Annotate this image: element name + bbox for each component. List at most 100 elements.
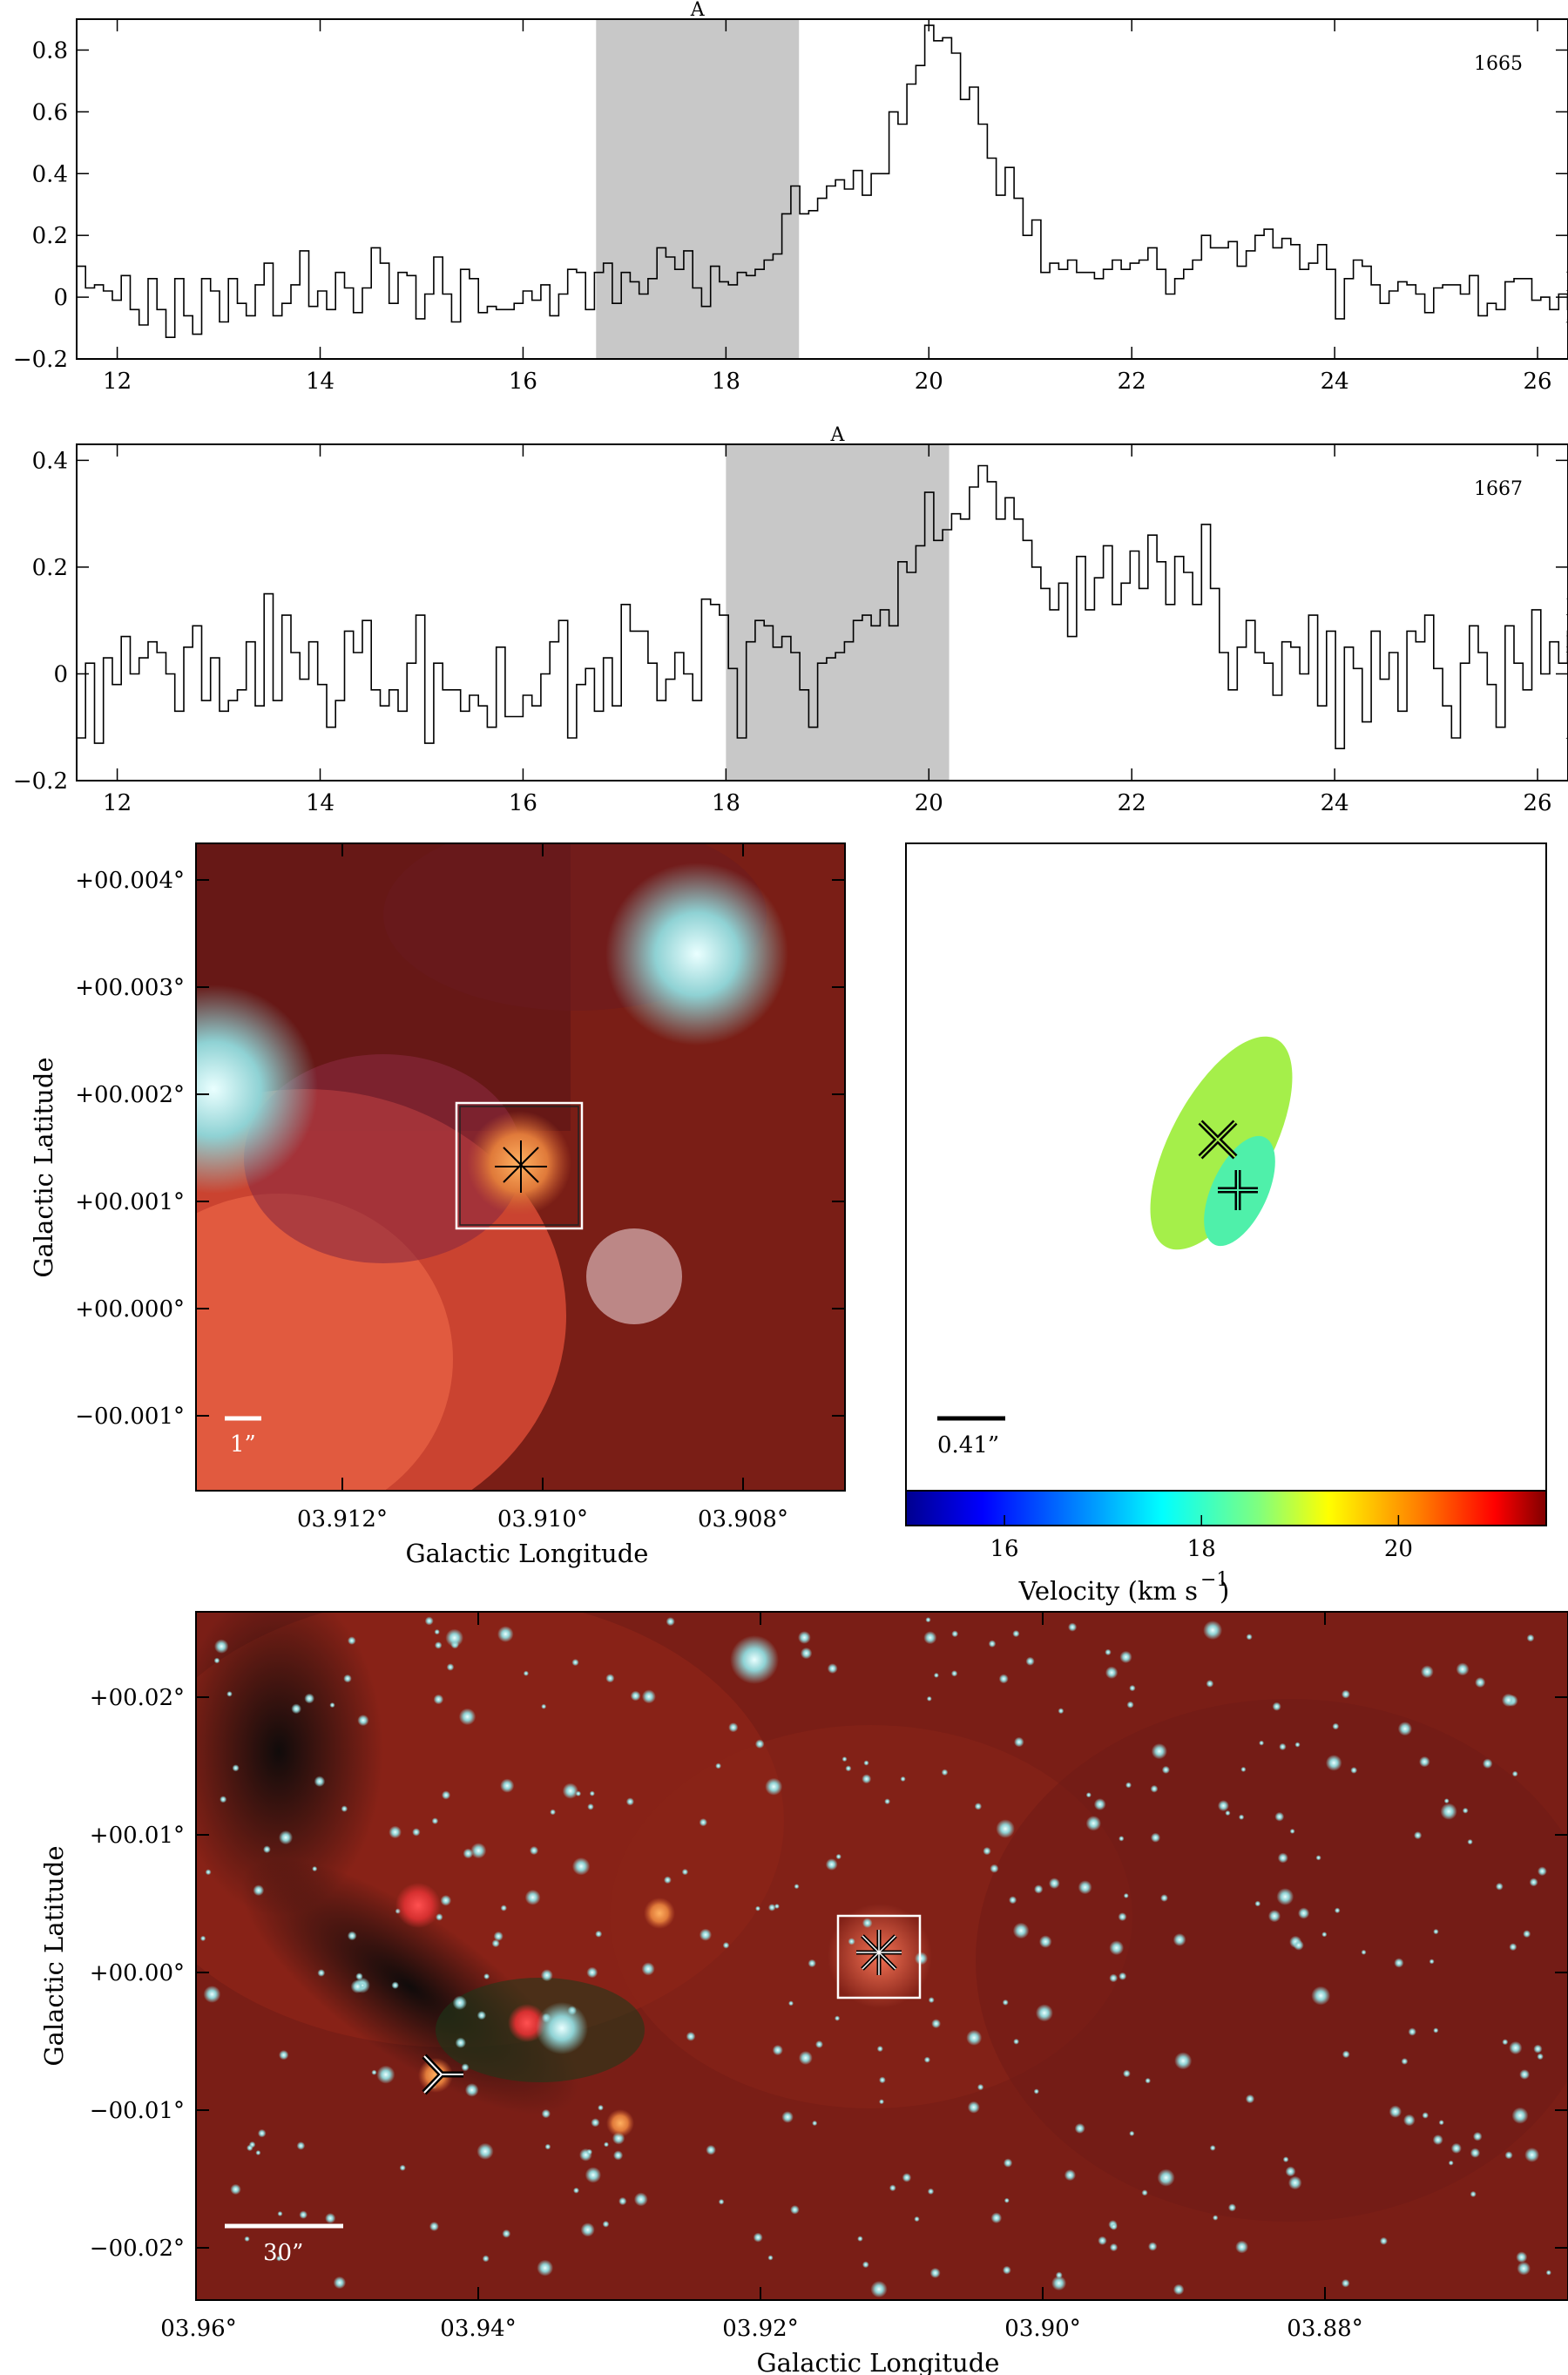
zoom-scale-bar-label: 1” [230, 1431, 256, 1458]
star [863, 1760, 869, 1766]
star [232, 1764, 240, 1772]
star [1213, 2215, 1219, 2221]
transition-label: 1667 [1474, 478, 1523, 500]
star [433, 1694, 444, 1705]
star [1051, 2276, 1067, 2291]
star [1125, 1782, 1132, 1789]
star [580, 2223, 595, 2237]
zoom-target-box [455, 1101, 584, 1230]
star [990, 1864, 999, 1873]
star [279, 2050, 289, 2060]
star [915, 1952, 928, 1966]
x-tick-label: 20 [915, 369, 943, 395]
star [1274, 1811, 1285, 1822]
star [1174, 2052, 1193, 2070]
y-tick-label: 0.2 [32, 223, 68, 249]
star [815, 2040, 823, 2048]
star [925, 1617, 931, 1623]
star [412, 1828, 421, 1837]
y-tick-label: 0 [53, 661, 68, 687]
plot-frame [76, 18, 1568, 360]
star [862, 1774, 872, 1784]
star [500, 1778, 515, 1793]
star [1502, 2039, 1509, 2046]
x-tick-label: 16 [509, 790, 537, 816]
star [928, 1997, 935, 2004]
star [926, 1695, 932, 1702]
star [1098, 2236, 1107, 2245]
star [391, 1981, 400, 1989]
wide-y-tick-label: −00.02° [90, 2236, 185, 2262]
zoom-x-tick-label: 03.910° [497, 1506, 588, 1533]
star [357, 1715, 369, 1727]
star [1009, 1896, 1017, 1905]
maser-scale-bar-label: 0.41” [937, 1432, 999, 1458]
star [1014, 1736, 1024, 1748]
star [537, 2259, 554, 2277]
wide-x-tick-label: 03.92° [722, 2316, 798, 2342]
star [1282, 2156, 1289, 2163]
star [1206, 1680, 1214, 1688]
star [1448, 2160, 1454, 2166]
star [718, 2198, 725, 2205]
star [1433, 1928, 1439, 1935]
star [900, 1776, 906, 1782]
star [1025, 1656, 1035, 1666]
colorbar-tick-label: 20 [1384, 1536, 1413, 1562]
star [1209, 2145, 1216, 2151]
star [1034, 1884, 1044, 1894]
star [827, 1663, 838, 1674]
star [781, 2111, 794, 2123]
star [1432, 2135, 1443, 2145]
x-tick-label: 26 [1524, 369, 1552, 395]
star [1524, 2148, 1539, 2162]
star [1526, 1634, 1535, 1642]
star [458, 1708, 476, 1726]
star [359, 1982, 366, 1989]
star [464, 2083, 479, 2097]
star [347, 1931, 357, 1941]
star [1105, 1648, 1112, 1656]
star [1123, 2069, 1131, 2078]
star [800, 1647, 813, 1660]
wide-x-axis-label: Galactic Longitude [757, 2348, 1000, 2375]
star [1109, 2243, 1119, 2252]
star [1341, 1689, 1350, 1699]
star [618, 2196, 627, 2206]
star [767, 1904, 776, 1912]
star [1433, 2027, 1439, 2033]
star [476, 2011, 487, 2020]
star [974, 1803, 983, 1810]
wide-maser-marker-inner [856, 1930, 902, 1975]
star [1110, 2223, 1118, 2230]
star [841, 1756, 848, 1763]
star [862, 2261, 869, 2269]
star [1119, 1650, 1132, 1663]
star [641, 1962, 655, 1976]
star [605, 1674, 615, 1683]
star [1538, 1866, 1547, 1877]
wide-x-tick-label: 03.88° [1287, 2316, 1362, 2342]
y-tick-label: 0 [53, 285, 68, 311]
star [220, 1796, 227, 1803]
star [571, 1857, 591, 1876]
star [257, 2128, 267, 2138]
wide-scale-bar-label: 30” [263, 2240, 303, 2266]
star [772, 2045, 783, 2056]
star [1068, 1622, 1078, 1632]
star [1470, 2148, 1481, 2158]
star [1085, 1816, 1102, 1831]
star [1438, 2120, 1444, 2126]
star [1422, 2112, 1429, 2119]
star [1129, 1684, 1136, 1692]
zoom-y-tick-label: +00.002° [75, 1082, 185, 1108]
star [1288, 2175, 1302, 2190]
wide-image-panel: 30” 03.96° 03.94° 03.92° 03.90° 03.88° +… [39, 1611, 1568, 2375]
x-tick-label: 12 [103, 790, 132, 816]
x-tick-label: 14 [306, 369, 335, 395]
star [929, 2267, 941, 2278]
star [429, 2222, 439, 2231]
star [754, 1739, 765, 1749]
zoom-y-ticks [196, 879, 845, 1417]
